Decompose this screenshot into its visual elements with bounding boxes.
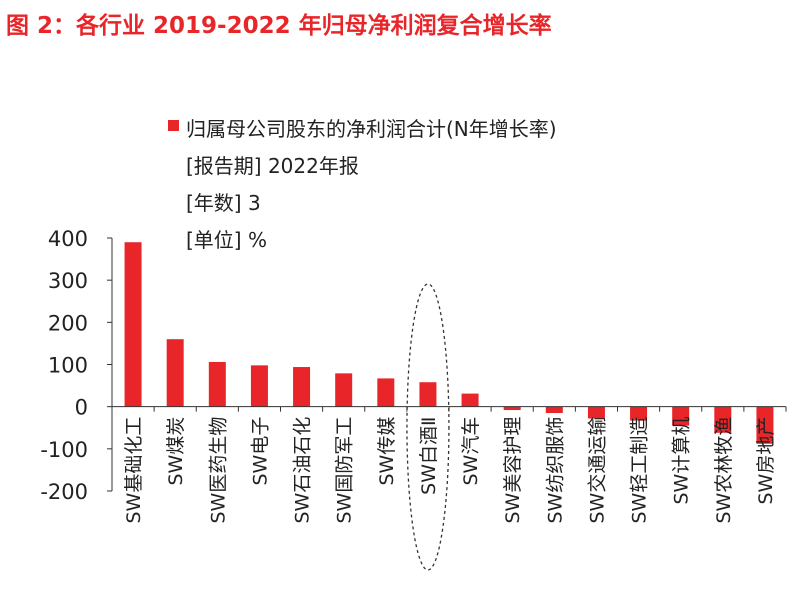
bar	[461, 393, 479, 407]
bars	[124, 242, 774, 444]
bar	[503, 406, 521, 411]
bar	[166, 339, 184, 407]
y-tick-label: 100	[48, 354, 88, 378]
x-tick-label: SW汽车	[460, 417, 482, 486]
x-tick-label: SW石油石化	[292, 417, 314, 524]
x-tick-label: SW医药生物	[207, 417, 229, 524]
x-tick-label: SW煤炭	[165, 417, 187, 486]
y-tick-label: 0	[75, 396, 88, 420]
legend-label-years: [年数] 3	[186, 191, 261, 215]
x-tick-label: SW白酒Ⅱ	[418, 417, 440, 495]
bar	[124, 242, 142, 407]
highlight-ellipse	[406, 283, 450, 571]
bar	[419, 382, 437, 407]
legend-label-unit: [单位] %	[186, 228, 267, 252]
legend: 归属母公司股东的净利润合计(N年增长率) [报告期] 2022年报 [年数] 3…	[168, 117, 557, 252]
bar	[335, 373, 353, 407]
y-tick-label: -200	[40, 480, 88, 504]
x-tick-label: SW农林牧渔	[713, 417, 735, 524]
x-tick-label: SW美容护理	[502, 417, 524, 524]
bar	[714, 406, 732, 433]
legend-label-metric: 归属母公司股东的净利润合计(N年增长率)	[186, 117, 557, 141]
y-tick-label: 400	[48, 227, 88, 251]
x-tick-label: SW传媒	[376, 417, 398, 486]
bar	[250, 365, 268, 407]
x-tick-label: SW房地产	[755, 417, 777, 505]
x-tick-label: SW国防军工	[334, 417, 356, 524]
bar	[587, 406, 605, 419]
x-tick-label: SW电子	[249, 417, 271, 486]
bar	[208, 361, 226, 407]
y-axis: 400 300 200 100 0 -100 -200	[40, 227, 112, 504]
bar	[630, 406, 648, 421]
y-tick-label: 300	[48, 269, 88, 293]
bar	[756, 406, 774, 444]
highlight-ellipse-shape	[406, 283, 450, 571]
y-tick-label: 200	[48, 311, 88, 335]
legend-label-period: [报告期] 2022年报	[186, 154, 359, 178]
legend-swatch	[168, 120, 179, 131]
bar	[545, 406, 563, 413]
y-tick-label: -100	[40, 438, 88, 462]
axes	[111, 238, 787, 491]
x-tick-label: SW交通运输	[586, 417, 608, 524]
bar	[377, 378, 395, 407]
x-tick-label: SW纺织服饰	[544, 417, 566, 524]
x-tick-label: SW轻工制造	[629, 417, 651, 524]
figure-title: 图 2：各行业 2019-2022 年归母净利润复合增长率	[6, 13, 552, 39]
x-axis-labels: SW基础化工 SW煤炭 SW医药生物 SW电子 SW石油石化 SW国防军工 SW传媒 SW白酒…	[123, 417, 777, 524]
x-tick-label: SW基础化工	[123, 417, 145, 524]
bar	[672, 406, 690, 426]
bar	[293, 367, 311, 407]
x-tick-label: SW计算机	[671, 417, 693, 505]
